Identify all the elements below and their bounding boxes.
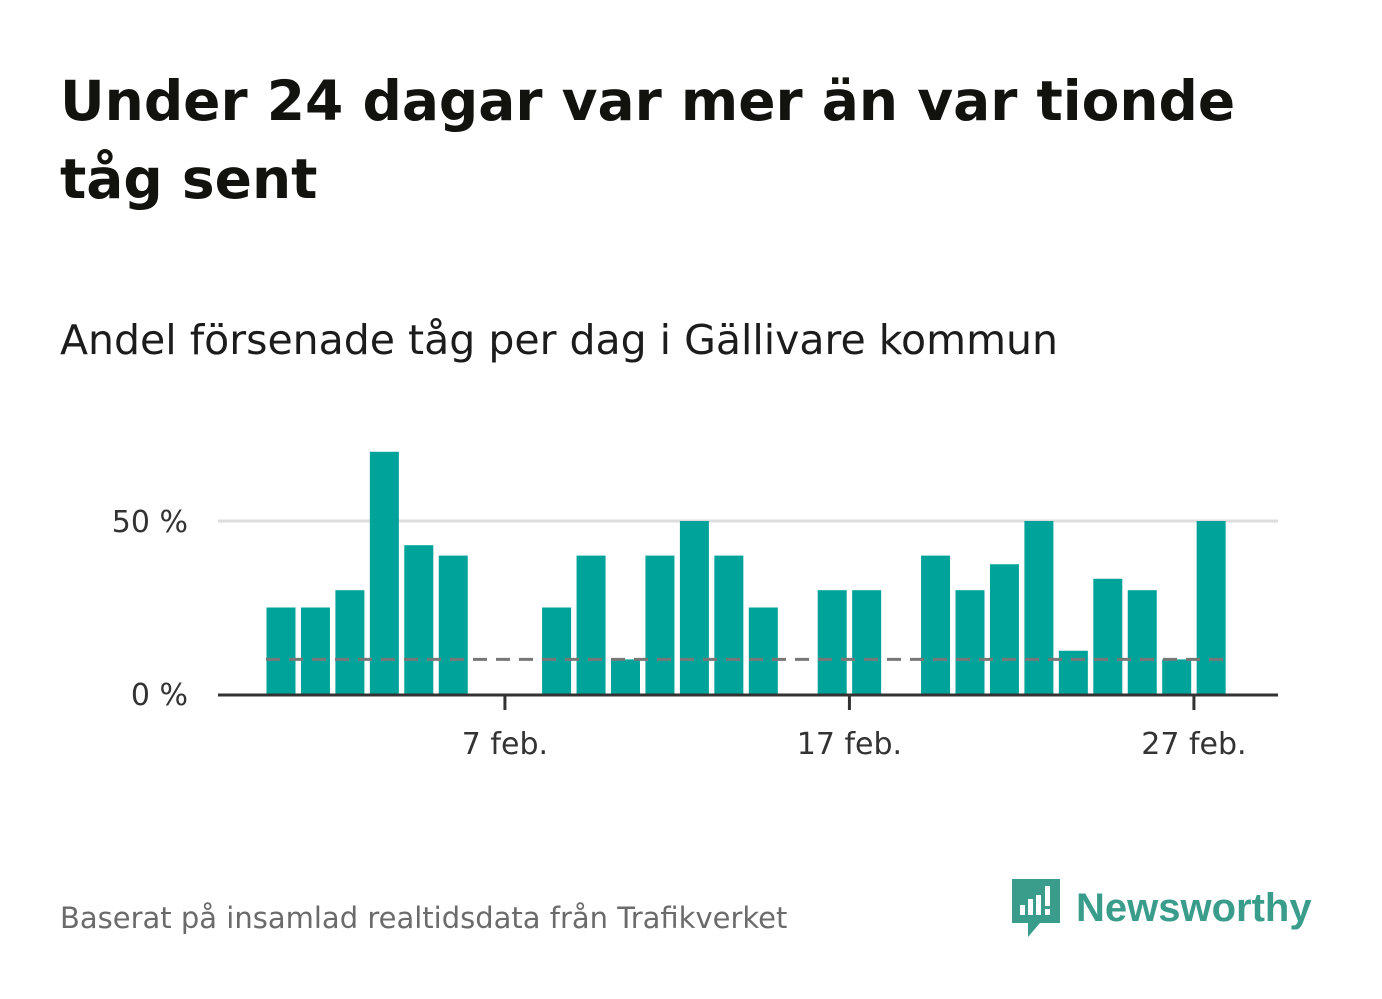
bar xyxy=(714,555,744,694)
x-tick-label: 7 feb. xyxy=(462,727,548,762)
bar xyxy=(404,545,434,694)
brand-name: Newsworthy xyxy=(1076,885,1312,930)
bar xyxy=(611,659,640,694)
bar xyxy=(645,555,675,694)
bar xyxy=(1196,521,1226,694)
bar xyxy=(438,555,468,694)
newsworthy-logo-icon xyxy=(1012,879,1060,937)
bar xyxy=(1162,659,1192,694)
y-tick-label: 0 % xyxy=(131,678,188,713)
bar xyxy=(989,564,1019,694)
bar xyxy=(335,590,365,694)
x-tick-label: 17 feb. xyxy=(797,727,902,762)
bar xyxy=(748,607,778,694)
bar xyxy=(921,555,951,694)
bar xyxy=(1127,590,1157,694)
bar xyxy=(955,590,985,694)
bar xyxy=(1093,578,1123,694)
bar xyxy=(542,607,572,694)
brand-logo: Newsworthy xyxy=(1010,876,1312,940)
bar xyxy=(852,590,882,694)
bar xyxy=(817,590,847,694)
bar xyxy=(369,451,399,694)
bar xyxy=(266,607,296,694)
bar xyxy=(679,521,709,694)
chart-subtitle: Andel försenade tåg per dag i Gällivare … xyxy=(60,316,1058,364)
bar xyxy=(300,607,330,694)
bar xyxy=(1024,521,1054,694)
x-tick-label: 27 feb. xyxy=(1141,727,1246,762)
source-note: Baserat på insamlad realtidsdata från Tr… xyxy=(60,901,788,935)
y-tick-label: 50 % xyxy=(112,505,188,540)
chart-title: Under 24 dagar var mer än var tionde tåg… xyxy=(60,69,1236,211)
bar xyxy=(576,555,606,694)
bar xyxy=(1058,650,1088,694)
